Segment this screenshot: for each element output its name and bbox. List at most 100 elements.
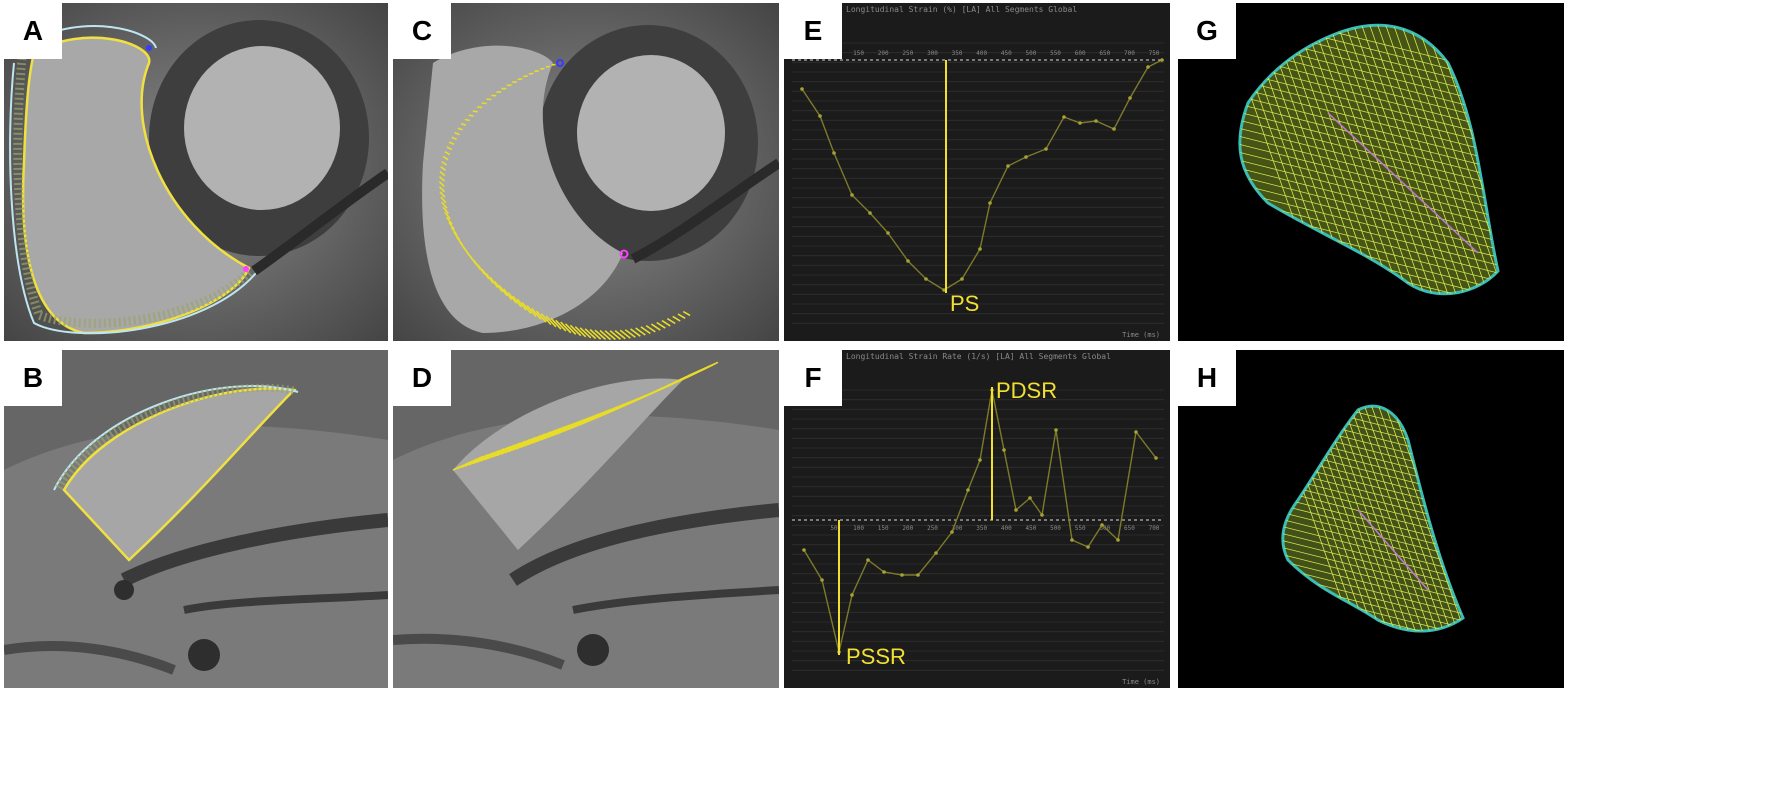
vector-line [468, 114, 474, 117]
data-point [1024, 155, 1028, 159]
panel-a-mri-short-axis-contour: A [4, 3, 388, 341]
vector-line [614, 329, 626, 340]
panel-h-3d-mesh: H [1178, 350, 1564, 688]
vector-line [441, 201, 448, 209]
x-tick-label: 350 [976, 525, 987, 532]
x-tick-label: 50 [830, 525, 838, 532]
vector-line [498, 284, 508, 297]
data-point [886, 231, 890, 235]
mesh-line [1353, 25, 1463, 294]
vector-line [584, 328, 597, 340]
mesh-line [1369, 25, 1479, 294]
panel-b-label: B [4, 350, 62, 406]
mesh-line [1239, 170, 1498, 244]
panel-e-strain-line [801, 59, 1163, 291]
vector-line [550, 317, 562, 330]
mesh-line [1337, 25, 1447, 294]
vector-line [457, 127, 463, 131]
data-point [1100, 523, 1104, 527]
mesh-line [1268, 635, 1478, 688]
panel-e-grid [792, 42, 1164, 324]
vector-line [677, 313, 686, 319]
vector-line [540, 313, 552, 326]
vector-line [656, 321, 666, 329]
mesh-line [1239, 114, 1498, 188]
vector-line [444, 151, 451, 156]
mesh-line [1471, 390, 1562, 650]
data-point [1154, 456, 1158, 460]
x-tick-label: 200 [902, 525, 913, 532]
vector-line [485, 272, 494, 284]
x-tick-label: 550 [1075, 525, 1086, 532]
vector-line [439, 191, 446, 198]
mesh-line [1282, 543, 1463, 597]
mesh-line [1239, 90, 1498, 164]
mesh-line [1239, 154, 1498, 228]
data-point [1146, 65, 1150, 69]
vector-line [450, 226, 458, 236]
x-tick-label: 250 [927, 525, 938, 532]
vector-line [666, 317, 676, 325]
mesh-line [1268, 642, 1478, 688]
vector-line [526, 304, 537, 318]
vector-line [448, 141, 455, 146]
vector-line [682, 310, 691, 317]
panel-h-mesh-render [1268, 390, 1562, 688]
x-tick-label: 350 [952, 50, 963, 57]
vector-line [454, 132, 460, 136]
data-point [868, 211, 872, 215]
vector-line [619, 329, 631, 339]
vector-line [438, 176, 445, 182]
panel-c-mri-short-axis-vectors: C [393, 3, 779, 341]
mesh-line [1282, 522, 1463, 576]
vector-line [661, 319, 671, 327]
vector-line [440, 165, 446, 171]
panel-e-label: E [784, 3, 842, 59]
mesh-line [1218, 299, 1508, 341]
x-tick-label: 450 [1001, 50, 1012, 57]
panel-b-image [4, 350, 388, 688]
vector-line [604, 330, 616, 341]
mesh-line [1409, 25, 1498, 294]
vector-line [451, 136, 457, 141]
vector-line [439, 170, 446, 177]
data-point [1116, 538, 1120, 542]
vector-line [645, 324, 656, 333]
mesh-line [1239, 130, 1498, 204]
mesh-line [1464, 390, 1555, 650]
mesh-line [1385, 25, 1495, 294]
vector-line [512, 295, 522, 308]
vector-line [507, 292, 518, 304]
x-tick-label: 300 [952, 525, 963, 532]
data-point [1040, 513, 1044, 517]
mesh-line [1289, 25, 1399, 294]
x-tick-label: 450 [1025, 525, 1036, 532]
panel-f-plot: 50 100 150 200 250 300 350 400 450 500 550 600 650 70… [792, 387, 1164, 671]
panel-d-image [393, 350, 779, 688]
data-point [1070, 538, 1074, 542]
panel-h-label: H [1178, 350, 1236, 406]
vector-line [494, 280, 503, 293]
vector-line [624, 329, 636, 338]
x-tick-label: 150 [878, 525, 889, 532]
panel-b-mri-long-axis-contour: B [4, 350, 388, 688]
data-point [850, 593, 854, 597]
data-point [1160, 58, 1164, 62]
panel-c-label: C [393, 3, 451, 59]
x-tick-label: 550 [1050, 50, 1061, 57]
vector-line [441, 160, 448, 166]
data-point [882, 570, 886, 574]
data-point [916, 573, 920, 577]
vector-line [460, 123, 467, 126]
data-point [1134, 430, 1138, 434]
mesh-line [1268, 649, 1478, 688]
vector-line [650, 323, 661, 331]
data-point [1112, 127, 1116, 131]
vector-line [589, 328, 602, 340]
x-tick-label: 750 [1149, 50, 1160, 57]
data-point [802, 548, 806, 552]
data-point [978, 458, 982, 462]
panel-f-annotation-pdsr: PDSR [996, 378, 1058, 403]
mesh-line [1377, 25, 1487, 294]
panel-g-label: G [1178, 3, 1236, 59]
